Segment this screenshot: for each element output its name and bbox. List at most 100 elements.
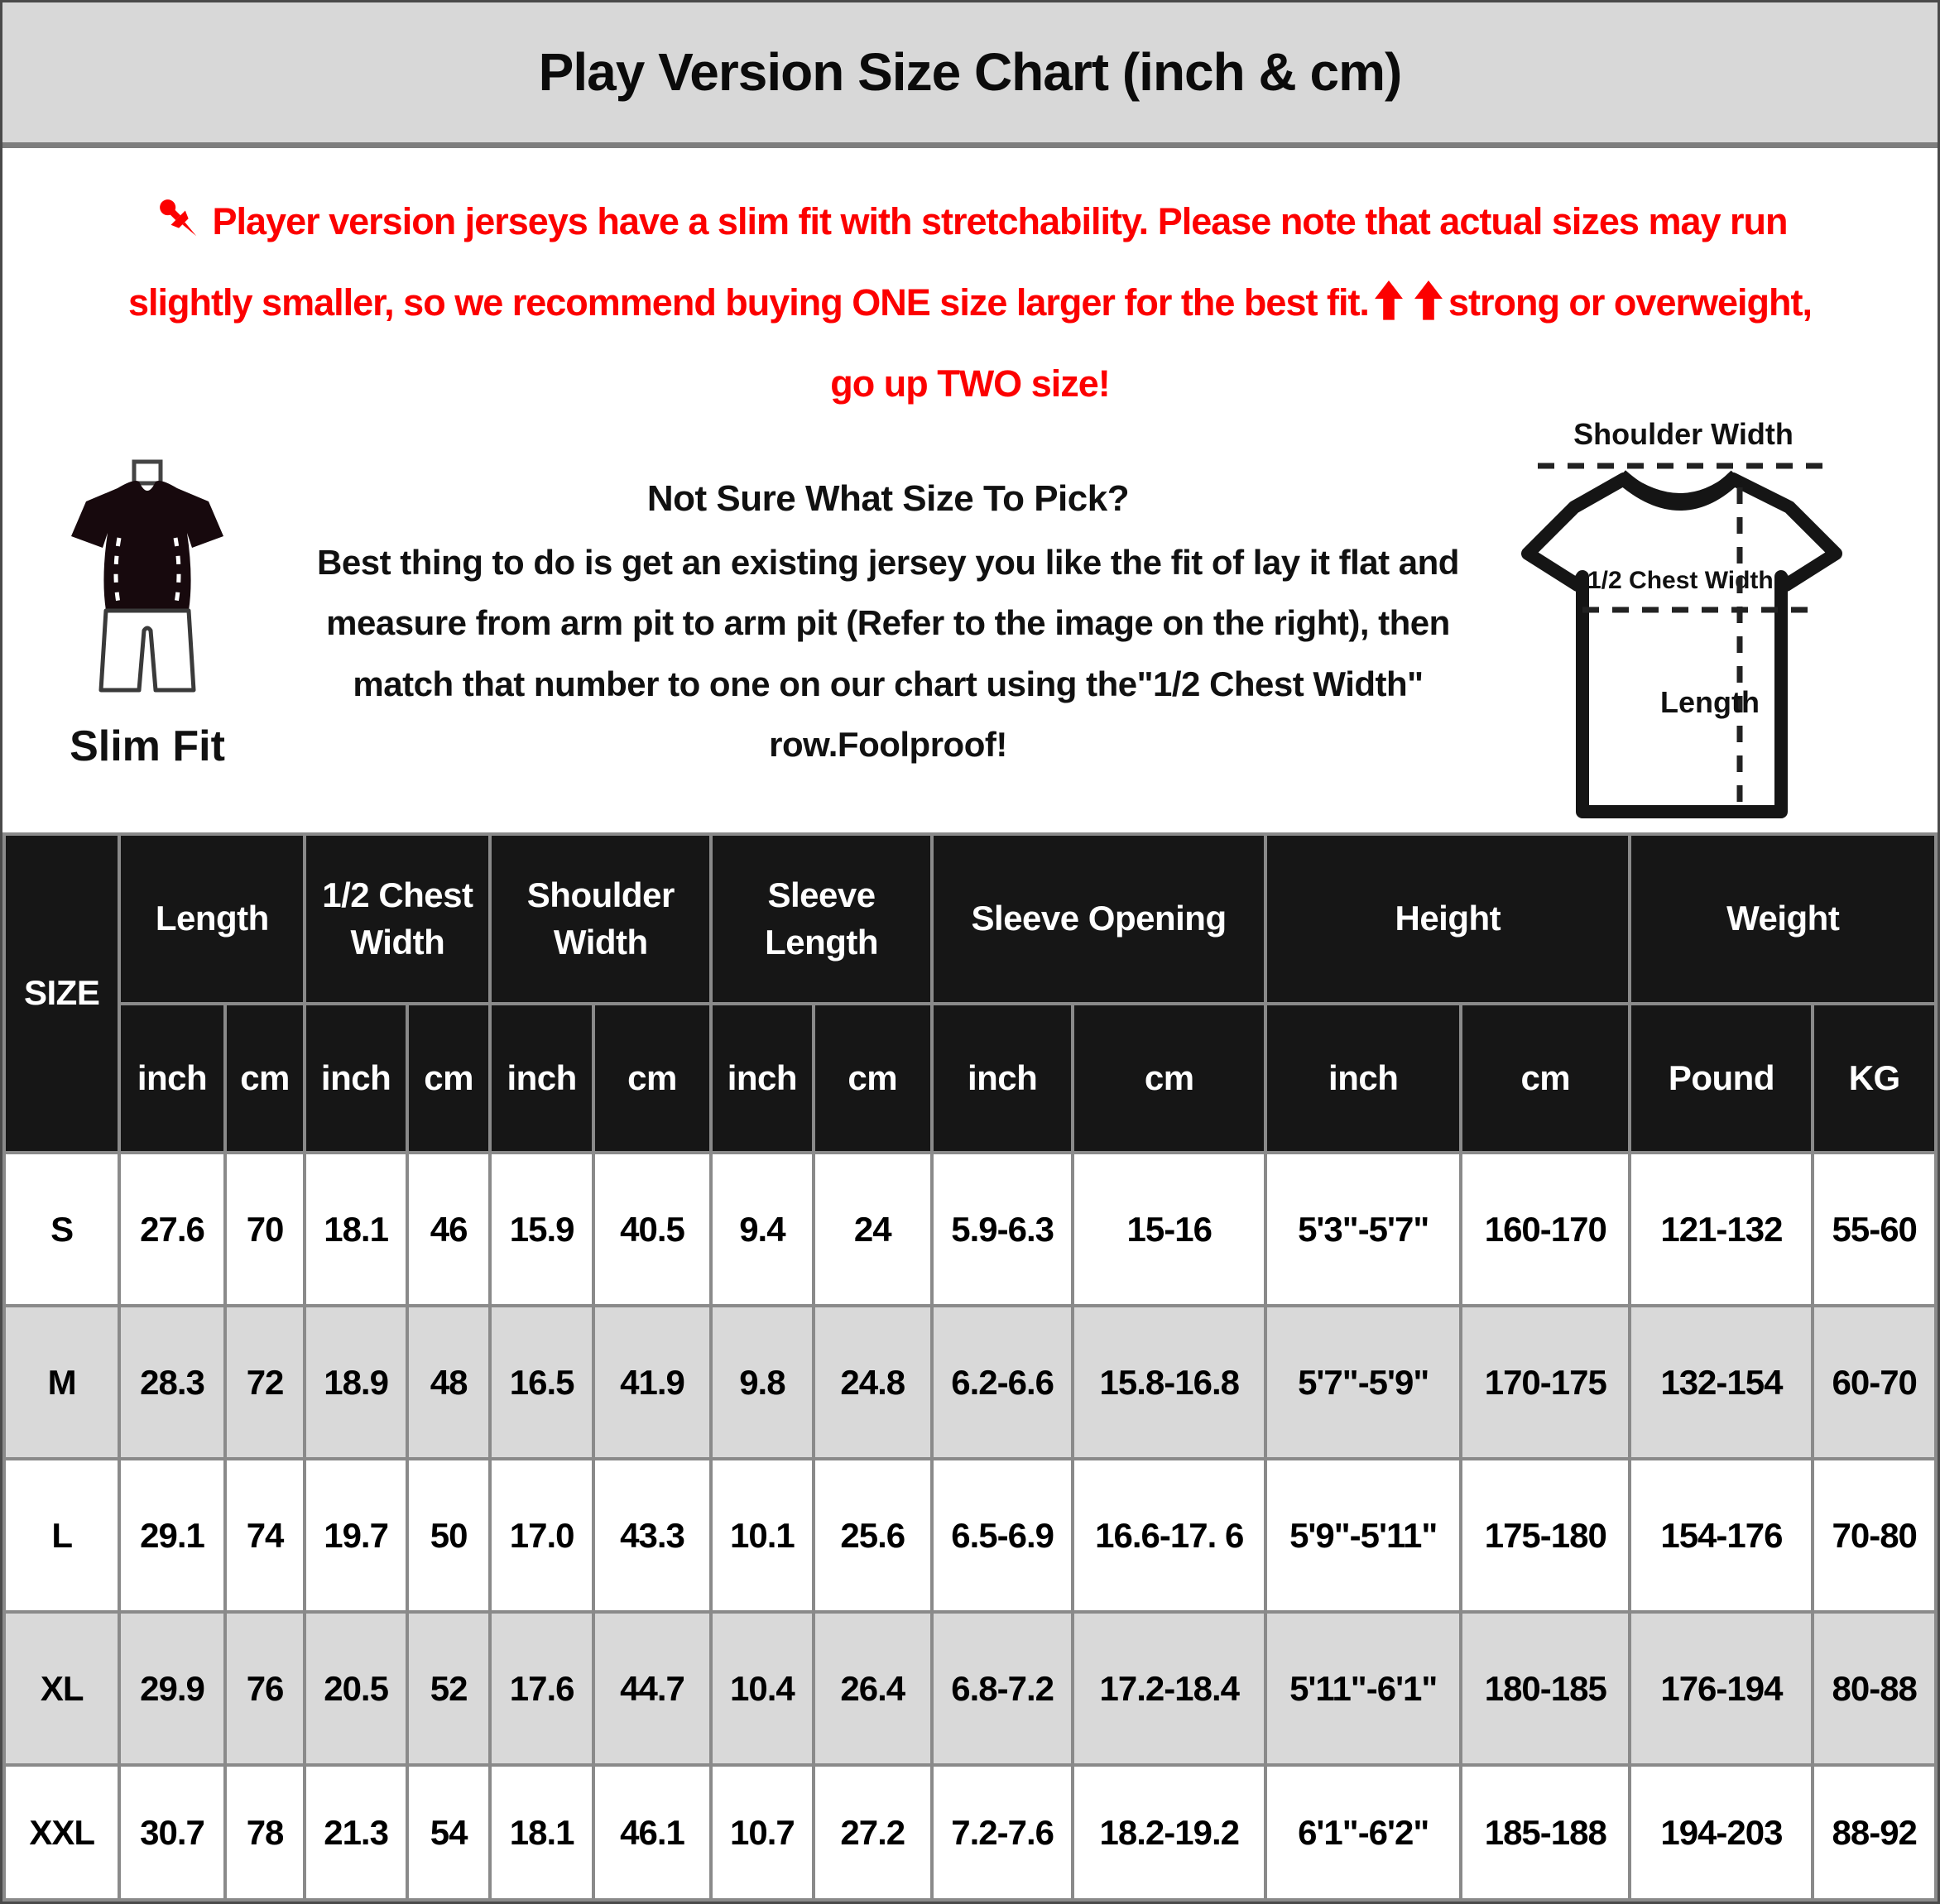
- column-header-size: SIZE: [2, 832, 122, 1154]
- measurement-cell: 10.7: [709, 1763, 815, 1902]
- diagram-length-label: Length: [1660, 685, 1760, 719]
- measurement-cell: 27.2: [811, 1763, 934, 1902]
- size-table: SIZE Length 1/2 Chest Width Shoulder Wid…: [2, 832, 1938, 1902]
- table-row: XXL 30.7 78 21.3 54 18.1 46.1 10.7 27.2 7.2-7.6 18…: [2, 1763, 1938, 1902]
- unit-header: cm: [405, 1002, 492, 1154]
- table-unit-header-row: inch cm inch cm inch cm inch cm inch cm …: [4, 1002, 1938, 1154]
- measurement-cell: 6'1"-6'2": [1264, 1763, 1463, 1902]
- measurement-cell: 44.7: [591, 1610, 713, 1767]
- measurement-cell: 78: [223, 1763, 307, 1902]
- up-arrow-icon: [1374, 267, 1403, 320]
- measurement-cell: 24.8: [811, 1304, 934, 1460]
- measurement-cell: 18.1: [303, 1151, 409, 1307]
- measurement-cell: 46.1: [591, 1763, 713, 1902]
- unit-header: cm: [1071, 1002, 1268, 1154]
- measurement-cell: 17.6: [488, 1610, 595, 1767]
- measurement-cell: 20.5: [303, 1610, 409, 1767]
- up-arrow-icon: [1414, 267, 1443, 320]
- size-table-body: S 27.6 70 18.1 46 15.9 40.5 9.4 24 5.9-6.3 15-16 5'…: [2, 1151, 1938, 1902]
- advice-body: Best thing to do is get an existing jers…: [317, 542, 1459, 765]
- measurement-cell: 28.3: [118, 1304, 227, 1460]
- measurement-cell: 48: [405, 1304, 492, 1460]
- column-header-length: Length: [118, 832, 307, 1005]
- measurement-cell: 16.6-17. 6: [1071, 1457, 1268, 1614]
- measurement-cell: 15-16: [1071, 1151, 1268, 1307]
- unit-header: inch: [303, 1002, 409, 1154]
- measurement-cell: 52: [405, 1610, 492, 1767]
- notice-line-1-text: Player version jerseys have a slim fit w…: [212, 199, 1789, 242]
- row-size-label: XL: [2, 1610, 122, 1767]
- measurement-cell: 5.9-6.3: [929, 1151, 1075, 1307]
- measurement-cell: 15.9: [488, 1151, 595, 1307]
- unit-header: inch: [488, 1002, 595, 1154]
- unit-header: cm: [811, 1002, 934, 1154]
- notice-line-2-before: slightly smaller, so we recommend buying…: [128, 281, 1370, 324]
- slim-fit-mannequin-icon: [71, 459, 223, 693]
- measurement-cell: 27.6: [118, 1151, 227, 1307]
- measurement-cell: 80-88: [1811, 1610, 1938, 1767]
- slim-fit-figure: Slim Fit: [56, 458, 238, 771]
- unit-header: inch: [118, 1002, 227, 1154]
- measurement-cell: 74: [223, 1457, 307, 1614]
- pushpin-icon: [153, 193, 209, 249]
- row-size-label: L: [2, 1457, 122, 1614]
- column-header-weight: Weight: [1628, 832, 1938, 1005]
- tshirt-diagram-figure: Shoulder Width 1/2 Chest Width Length: [1521, 421, 1869, 827]
- notice-line-3: go up TWO size!: [830, 362, 1110, 405]
- measurement-cell: 41.9: [591, 1304, 713, 1460]
- measurement-cell: 7.2-7.6: [929, 1763, 1075, 1902]
- measurement-cell: 29.9: [118, 1610, 227, 1767]
- measurement-cell: 43.3: [591, 1457, 713, 1614]
- measurement-cell: 72: [223, 1304, 307, 1460]
- fit-guide-section: Slim Fit Not Sure What Size To Pick? Bes…: [2, 421, 1938, 832]
- measurement-cell: 121-132: [1628, 1151, 1815, 1307]
- measurement-cell: 194-203: [1628, 1763, 1815, 1902]
- measurement-cell: 175-180: [1459, 1457, 1632, 1614]
- measurement-cell: 6.5-6.9: [929, 1457, 1075, 1614]
- measurement-cell: 55-60: [1811, 1151, 1938, 1307]
- unit-header: KG: [1811, 1002, 1938, 1154]
- column-header-sleeve-opening: Sleeve Opening: [929, 832, 1268, 1005]
- unit-header: inch: [709, 1002, 815, 1154]
- tshirt-outline: [1521, 472, 1842, 818]
- measurement-cell: 19.7: [303, 1457, 409, 1614]
- table-group-header-row: SIZE Length 1/2 Chest Width Shoulder Wid…: [2, 832, 1938, 1154]
- diagram-half-chest-label: 1/2 Chest Width: [1587, 567, 1774, 594]
- measurement-cell: 170-175: [1459, 1304, 1632, 1460]
- measurement-cell: 16.5: [488, 1304, 595, 1460]
- measurement-cell: 10.1: [709, 1457, 815, 1614]
- measurement-cell: 6.8-7.2: [929, 1610, 1075, 1767]
- measurement-cell: 180-185: [1459, 1610, 1632, 1767]
- measurement-cell: 5'3"-5'7": [1264, 1151, 1463, 1307]
- measurement-cell: 160-170: [1459, 1151, 1632, 1307]
- notice-line-1: Player version jerseys have a slim fit w…: [2, 181, 1938, 262]
- unit-header: cm: [591, 1002, 713, 1154]
- measurement-cell: 10.4: [709, 1610, 815, 1767]
- advice-block: Not Sure What Size To Pick? Best thing t…: [276, 467, 1501, 775]
- table-row: L 29.1 74 19.7 50 17.0 43.3 10.1 25.6 6.5-6.9 16.6…: [2, 1457, 1938, 1614]
- measurement-cell: 21.3: [303, 1763, 409, 1902]
- measurement-cell: 9.4: [709, 1151, 815, 1307]
- table-row: M 28.3 72 18.9 48 16.5 41.9 9.8 24.8 6.2-6.6 15.8-…: [2, 1304, 1938, 1460]
- column-header-half-chest-width: 1/2 Chest Width: [303, 832, 492, 1005]
- measurement-cell: 176-194: [1628, 1610, 1815, 1767]
- column-header-height: Height: [1264, 832, 1632, 1005]
- size-table-header: SIZE Length 1/2 Chest Width Shoulder Wid…: [2, 832, 1938, 1154]
- unit-header: inch: [929, 1002, 1075, 1154]
- unit-header: cm: [1459, 1002, 1632, 1154]
- measurement-cell: 70-80: [1811, 1457, 1938, 1614]
- unit-header: inch: [1264, 1002, 1463, 1154]
- measurement-cell: 132-154: [1628, 1304, 1815, 1460]
- measurement-cell: 54: [405, 1763, 492, 1902]
- measurement-cell: 24: [811, 1151, 934, 1307]
- notice-line-2-after: strong or overweight,: [1448, 281, 1813, 324]
- advice-heading: Not Sure What Size To Pick?: [646, 477, 1130, 519]
- measurement-cell: 18.1: [488, 1763, 595, 1902]
- title-band: Play Version Size Chart (inch & cm): [2, 2, 1938, 148]
- diagram-shoulder-width-label: Shoulder Width: [1573, 421, 1794, 451]
- measurement-cell: 30.7: [118, 1763, 227, 1902]
- column-header-sleeve-length: Sleeve Length: [709, 832, 934, 1005]
- measurement-cell: 5'9"-5'11": [1264, 1457, 1463, 1614]
- measurement-cell: 25.6: [811, 1457, 934, 1614]
